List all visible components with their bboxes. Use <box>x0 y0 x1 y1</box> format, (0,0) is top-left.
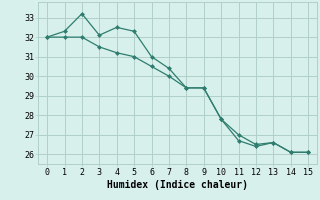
X-axis label: Humidex (Indice chaleur): Humidex (Indice chaleur) <box>107 180 248 190</box>
